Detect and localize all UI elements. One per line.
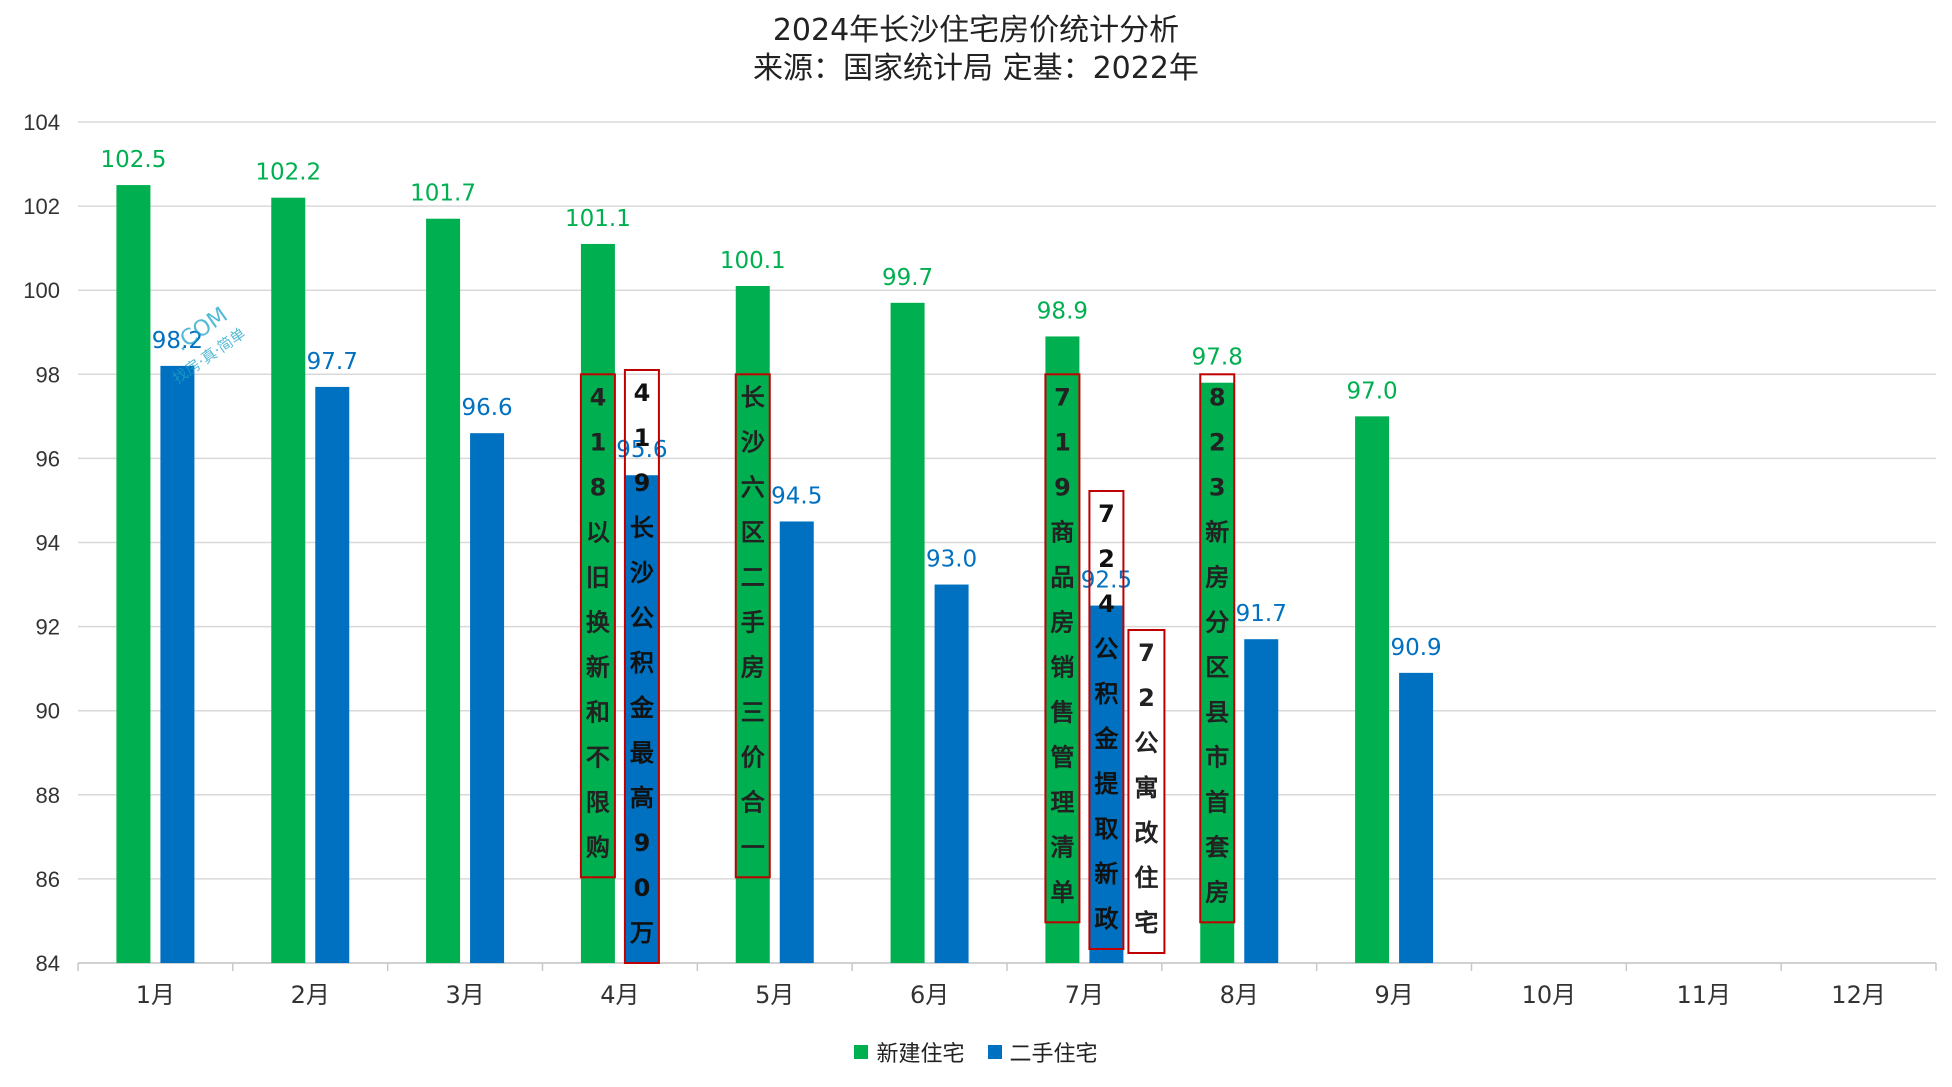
x-tick-label: 12月 <box>1831 981 1886 1009</box>
bar <box>934 584 969 963</box>
y-tick-label: 104 <box>23 110 60 135</box>
annotation-text-box <box>1199 373 1236 924</box>
annotation-text-box <box>1088 490 1125 950</box>
x-tick-label: 2月 <box>291 981 330 1009</box>
bar <box>1089 605 1124 963</box>
annotation-text-box <box>579 373 616 879</box>
legend-swatch-new <box>854 1045 869 1059</box>
bar <box>1355 416 1390 964</box>
annotation-text-box <box>734 373 771 879</box>
annotation-text: 4 1 9 长沙公积金最高 9 0 万 <box>629 379 655 947</box>
bar <box>735 285 770 963</box>
legend-label-resale: 二手住宅 <box>1009 1042 1098 1067</box>
annotation-text-box <box>1127 629 1166 954</box>
data-label: 102.2 <box>255 160 321 186</box>
annotation-text: 4 1 8 以旧换新和不限购 <box>586 383 611 861</box>
legend-label-new: 新建住宅 <box>876 1042 965 1067</box>
bar <box>624 475 659 963</box>
annotation-text-box <box>1044 373 1081 924</box>
annotation-text: 7 1 9 商品房销售管理清单 <box>1050 383 1074 906</box>
bar <box>1045 336 1080 964</box>
bar <box>580 243 615 963</box>
data-label: 91.7 <box>1236 601 1287 627</box>
x-tick-label: 3月 <box>445 981 484 1009</box>
legend-item-resale: 二手住宅 <box>987 1036 1098 1068</box>
x-tick-label: 9月 <box>1374 981 1413 1009</box>
annotation-text: 7 2 公寓改住宅 <box>1134 639 1158 937</box>
legend-swatch-resale <box>987 1045 1002 1059</box>
x-tick-label: 1月 <box>136 981 175 1009</box>
bar <box>1200 382 1235 964</box>
data-label: 97.0 <box>1346 378 1397 404</box>
bar <box>779 521 814 963</box>
data-label: 93.0 <box>926 547 977 573</box>
bar <box>426 218 461 964</box>
y-tick-label: 84 <box>36 951 60 976</box>
data-label: 98.9 <box>1037 298 1088 324</box>
data-label: 94.5 <box>771 483 822 509</box>
y-tick-label: 88 <box>36 783 60 808</box>
x-tick-label: 8月 <box>1220 981 1259 1009</box>
annotation-text: 8 2 3 新房分区县市首套房 <box>1205 383 1230 906</box>
bar <box>315 386 350 963</box>
annotation-text: 7 2 4 公积金提取新政 <box>1093 500 1119 933</box>
bar <box>271 197 306 963</box>
bar <box>160 365 195 963</box>
data-label: 96.6 <box>461 395 512 421</box>
y-tick-label: 90 <box>36 699 60 724</box>
chart-subtitle: 来源：国家统计局 定基：2022年 <box>753 51 1199 86</box>
data-label: 97.7 <box>307 349 358 375</box>
x-tick-label: 5月 <box>755 981 794 1009</box>
legend-item-new: 新建住宅 <box>854 1036 965 1068</box>
data-label: 100.1 <box>720 248 786 274</box>
annotation-text: 长沙六区二手房三价合一 <box>741 383 766 861</box>
data-label: 101.7 <box>410 181 476 207</box>
data-label: 98.2 <box>152 328 203 354</box>
bar <box>1244 639 1279 963</box>
bar <box>890 302 925 963</box>
y-tick-label: 100 <box>23 278 60 303</box>
y-tick-label: 102 <box>23 194 60 219</box>
y-tick-label: 92 <box>36 615 60 640</box>
data-label: 99.7 <box>882 265 933 291</box>
bar <box>1399 672 1434 963</box>
bar <box>116 185 151 963</box>
x-tick-label: 7月 <box>1065 981 1104 1009</box>
data-label: 90.9 <box>1390 635 1441 661</box>
x-tick-label: 10月 <box>1522 981 1577 1009</box>
x-tick-label: 4月 <box>600 981 639 1009</box>
y-tick-label: 94 <box>36 531 60 556</box>
y-tick-label: 86 <box>36 867 60 892</box>
bar <box>470 433 505 963</box>
legend: 新建住宅 二手住宅 <box>0 1036 1952 1068</box>
y-tick-label: 96 <box>36 446 60 471</box>
x-tick-label: 6月 <box>910 981 949 1009</box>
x-tick-label: 11月 <box>1676 981 1731 1009</box>
data-label: 101.1 <box>565 206 631 232</box>
annotation-text-box <box>623 369 660 964</box>
y-tick-label: 98 <box>36 362 60 387</box>
data-label: 97.8 <box>1192 345 1243 371</box>
data-label: 102.5 <box>100 147 166 173</box>
chart-title: 2024年长沙住宅房价统计分析 <box>772 13 1180 48</box>
